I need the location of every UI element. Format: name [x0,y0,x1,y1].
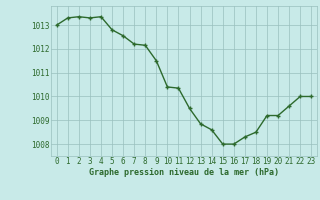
X-axis label: Graphe pression niveau de la mer (hPa): Graphe pression niveau de la mer (hPa) [89,168,279,177]
